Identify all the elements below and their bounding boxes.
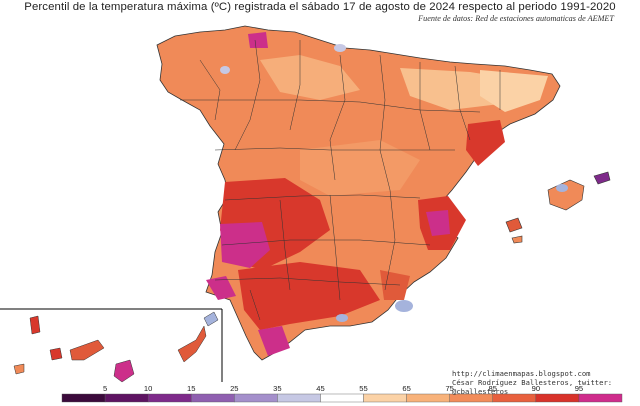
tenerife bbox=[69, 339, 105, 361]
extreme-zone-valencia bbox=[426, 210, 450, 236]
colorbar-tick-label: 55 bbox=[359, 384, 368, 393]
fuerteventura bbox=[177, 325, 207, 363]
colorbar-swatch bbox=[320, 393, 364, 403]
colorbar-swatch bbox=[234, 393, 278, 403]
light-zone-catalonia bbox=[480, 70, 548, 112]
credits: http://climaenmapas.blogspot.com César R… bbox=[452, 369, 640, 396]
colorbar-tick-label: 25 bbox=[230, 384, 239, 393]
colorbar-swatch bbox=[578, 393, 623, 403]
extreme-zone-extremadura bbox=[220, 222, 270, 268]
cool-spot-almeria bbox=[395, 300, 413, 312]
lanzarote bbox=[203, 311, 219, 327]
colorbar-tick-label: 15 bbox=[186, 384, 196, 393]
colorbar-tick-label: 85 bbox=[488, 384, 497, 393]
ibiza bbox=[505, 217, 523, 233]
colorbar-tick-label: 75 bbox=[445, 384, 454, 393]
gran-canaria bbox=[113, 359, 135, 383]
credits-author: César Rodríguez Ballesteros, twitter: @c… bbox=[452, 378, 613, 396]
light-zone-north bbox=[260, 55, 360, 100]
hot-zone-south bbox=[238, 262, 380, 330]
colorbar-swatch bbox=[406, 393, 450, 403]
la-palma bbox=[29, 315, 41, 335]
canary-inset-frame bbox=[0, 308, 223, 382]
data-source-note: Fuente de datos: Red de estaciones autom… bbox=[418, 14, 614, 23]
colorbar-tick-label: 45 bbox=[316, 384, 325, 393]
colorbar-tick-label: 95 bbox=[574, 384, 584, 393]
cool-spot-malaga bbox=[336, 314, 348, 322]
mallorca-cool-spot bbox=[556, 184, 568, 192]
hot-zone-ebro-delta bbox=[466, 120, 505, 166]
colorbar-swatch bbox=[191, 393, 235, 403]
light-zone-central bbox=[300, 140, 420, 196]
cool-spot-asturias bbox=[220, 66, 230, 74]
extreme-zone-cadiz bbox=[258, 326, 290, 356]
colorbar-tick-label: 35 bbox=[273, 384, 282, 393]
extreme-zone-huelva bbox=[206, 276, 236, 300]
colorbar-tick-label: 65 bbox=[402, 384, 411, 393]
colorbar-tick-label: 10 bbox=[143, 384, 153, 393]
formentera bbox=[511, 235, 523, 244]
map-title: Percentil de la temperatura máxima (ºC) … bbox=[24, 1, 616, 13]
colorbar-tick-label: 5 bbox=[102, 384, 108, 393]
menorca bbox=[593, 171, 611, 185]
province-boundaries bbox=[180, 39, 501, 321]
credits-url: http://climaenmapas.blogspot.com bbox=[452, 369, 591, 378]
colorbar-tick-label: 90 bbox=[531, 384, 541, 393]
colorbar-swatch bbox=[61, 393, 106, 403]
el-hierro bbox=[13, 363, 25, 375]
colorbar-swatch bbox=[277, 393, 321, 403]
colorbar-swatch bbox=[363, 393, 407, 403]
cool-spot-cantabria bbox=[334, 44, 346, 52]
la-gomera bbox=[49, 347, 63, 361]
colorbar-swatch bbox=[147, 393, 192, 403]
colorbar-swatch bbox=[104, 393, 149, 403]
extreme-zone-galicia bbox=[248, 32, 268, 48]
